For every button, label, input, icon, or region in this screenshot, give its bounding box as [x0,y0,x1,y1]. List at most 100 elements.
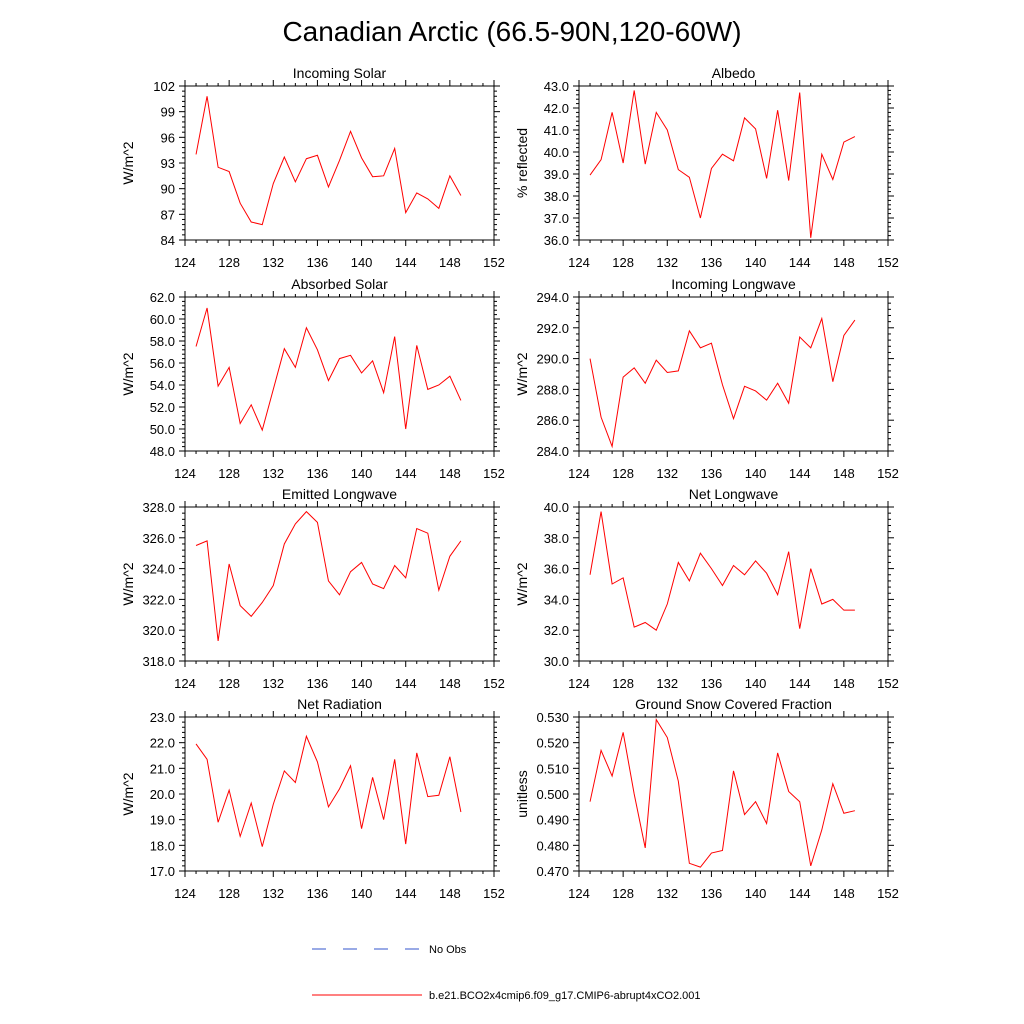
x-tick-label: 144 [789,255,811,270]
x-tick-label: 148 [833,676,855,691]
y-tick-label: 90 [161,182,175,197]
x-tick-label: 132 [262,676,284,691]
x-tick-label: 140 [745,255,767,270]
x-tick-label: 144 [789,466,811,481]
panel-incoming-longwave: Incoming Longwave W/m^2 124 128 132 136 140 144… [514,276,899,481]
y-tick-label: 93 [161,156,175,171]
x-tick-label: 132 [656,676,678,691]
y-axis-label: W/m^2 [120,141,136,184]
panel-title: Net Radiation [297,696,382,712]
y-tick-label: 62.0 [150,290,175,305]
x-tick-label: 152 [483,886,505,901]
panel-title: Incoming Solar [293,65,387,81]
x-tick-label: 124 [568,886,590,901]
x-tick-label: 124 [568,676,590,691]
panel-title: Absorbed Solar [291,276,388,292]
panel-albedo: Albedo % reflected 124 128 132 136 140 144 148 15… [514,65,899,270]
y-axis-label: unitless [514,770,530,817]
plot-frame [578,296,889,452]
y-tick-label: 36.0 [544,233,569,248]
y-tick-label: 0.490 [536,813,569,828]
y-tick-label: 23.0 [150,710,175,725]
y-axis-label: W/m^2 [120,352,136,395]
y-tick-label: 87 [161,207,175,222]
y-tick-label: 284.0 [536,444,569,459]
x-tick-label: 148 [439,466,461,481]
panel-title: Ground Snow Covered Fraction [635,696,832,712]
x-tick-label: 132 [262,886,284,901]
y-tick-label: 84 [161,233,175,248]
x-tick-label: 132 [262,255,284,270]
y-tick-label: 288.0 [536,382,569,397]
x-tick-label: 144 [789,676,811,691]
y-axis-label: W/m^2 [514,562,530,605]
x-tick-label: 128 [218,886,240,901]
x-tick-label: 140 [351,676,373,691]
y-tick-label: 56.0 [150,356,175,371]
x-tick-label: 136 [701,466,723,481]
y-tick-label: 21.0 [150,761,175,776]
x-tick-label: 128 [218,676,240,691]
y-tick-label: 43.0 [544,79,569,94]
y-tick-label: 38.0 [544,531,569,546]
y-tick-label: 37.0 [544,211,569,226]
y-tick-label: 41.0 [544,123,569,138]
x-tick-label: 128 [218,466,240,481]
y-tick-label: 40.0 [544,500,569,515]
x-tick-label: 128 [612,676,634,691]
y-tick-label: 102 [153,79,175,94]
x-tick-label: 124 [174,255,196,270]
y-tick-label: 0.520 [536,736,569,751]
x-tick-label: 124 [174,886,196,901]
series-line-emitted-longwave [195,510,462,642]
x-tick-label: 124 [174,676,196,691]
y-tick-label: 326.0 [142,531,175,546]
x-tick-label: 152 [483,255,505,270]
y-tick-label: 50.0 [150,422,175,437]
x-tick-label: 128 [612,255,634,270]
x-tick-label: 148 [439,886,461,901]
panel-grid: Incoming Solar W/m^2 124 128 132 136 140 144 148… [120,65,899,901]
y-tick-label: 286.0 [536,413,569,428]
legend-obs-label: No Obs [429,944,467,956]
y-tick-label: 99 [161,105,175,120]
x-tick-label: 136 [307,676,329,691]
x-tick-label: 144 [395,466,417,481]
y-tick-label: 320.0 [142,623,175,638]
x-tick-label: 152 [483,466,505,481]
x-tick-label: 132 [262,466,284,481]
y-tick-label: 58.0 [150,334,175,349]
x-tick-label: 132 [656,466,678,481]
y-tick-label: 52.0 [150,400,175,415]
x-tick-label: 124 [174,466,196,481]
y-tick-label: 292.0 [536,321,569,336]
y-tick-label: 36.0 [544,562,569,577]
series-line-albedo [589,90,856,238]
x-tick-label: 148 [439,676,461,691]
y-tick-label: 0.500 [536,787,569,802]
plot-frame [578,85,889,241]
legend-model-label: b.e21.BCO2x4cmip6.f09_g17.CMIP6-abrupt4x… [429,990,701,1002]
x-tick-label: 144 [395,886,417,901]
y-tick-label: 0.510 [536,761,569,776]
x-tick-label: 136 [307,886,329,901]
x-tick-label: 124 [568,255,590,270]
x-tick-label: 136 [701,676,723,691]
x-tick-label: 128 [612,466,634,481]
x-tick-label: 148 [833,886,855,901]
plot-frame [184,716,495,872]
x-tick-label: 148 [439,255,461,270]
x-tick-label: 140 [351,886,373,901]
y-tick-label: 0.530 [536,710,569,725]
y-tick-label: 328.0 [142,500,175,515]
y-tick-label: 60.0 [150,312,175,327]
y-tick-label: 294.0 [536,290,569,305]
panel-title: Emitted Longwave [282,486,397,502]
y-tick-label: 32.0 [544,623,569,638]
x-tick-label: 152 [877,676,899,691]
panel-net-longwave: Net Longwave W/m^2 124 128 132 136 140 144 148 15… [514,486,899,691]
panel-title: Net Longwave [689,486,779,502]
figure-title: Canadian Arctic (66.5-90N,120-60W) [282,16,741,47]
x-tick-label: 132 [656,886,678,901]
y-tick-label: 0.480 [536,838,569,853]
